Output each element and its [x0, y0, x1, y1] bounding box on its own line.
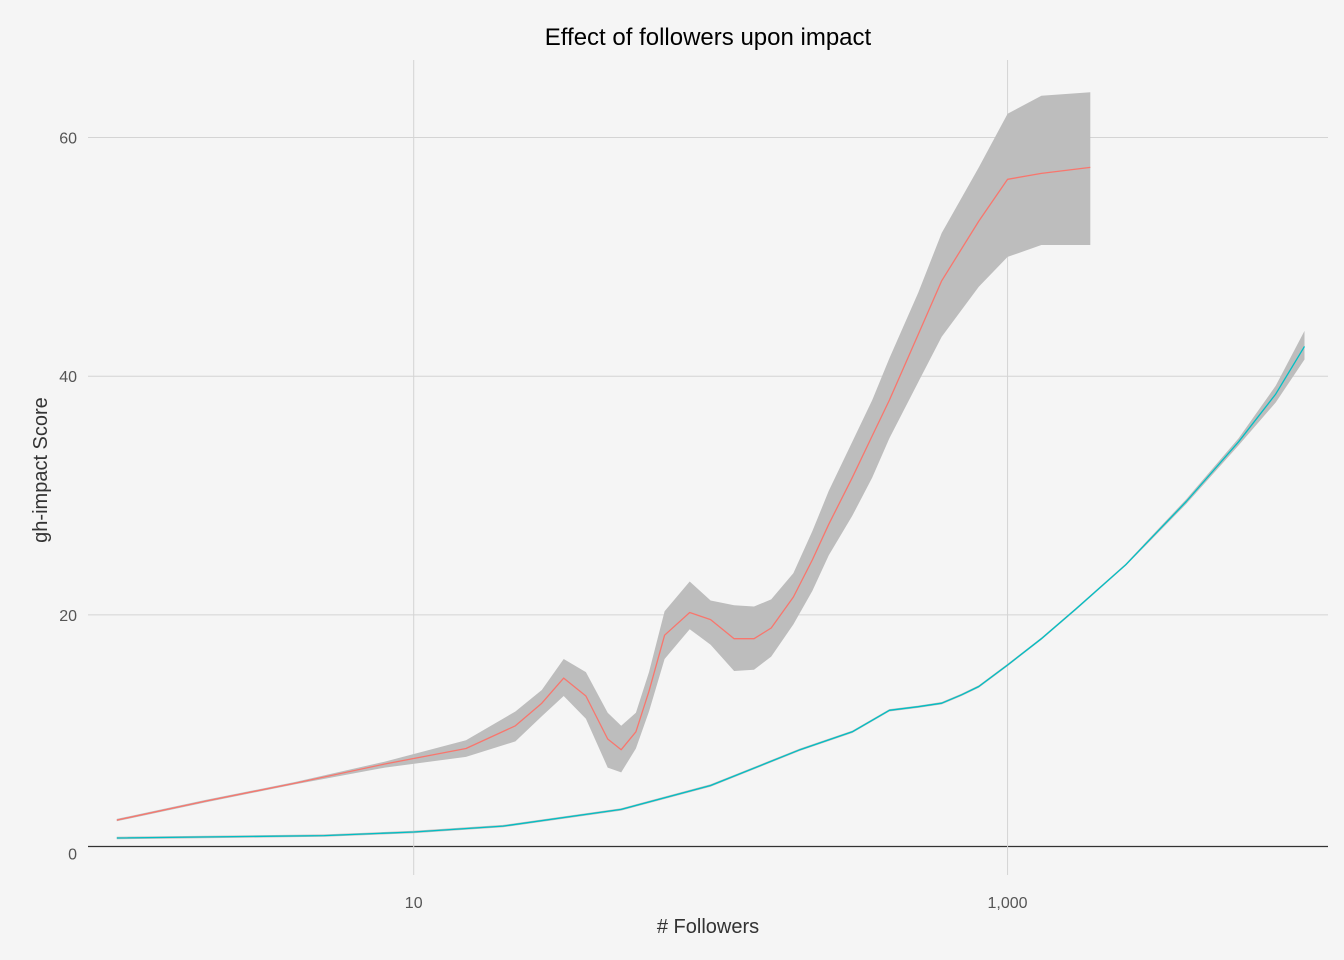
confidence-band-2 [116, 330, 1305, 840]
grid [88, 60, 1328, 875]
y-tick-label: 20 [59, 608, 77, 625]
series-lines [116, 166, 1306, 839]
chart-title: Effect of followers upon impact [545, 24, 872, 51]
y-tick-label: 60 [59, 131, 77, 148]
x-axis-title: # Followers [657, 916, 759, 938]
confidence-bands [116, 92, 1305, 840]
x-tick-label: 1,000 [988, 895, 1028, 912]
confidence-band-1 [116, 92, 1091, 822]
tick-labels: 0 20 40 60 10 1,000 [59, 131, 1027, 912]
x-tick-label: 10 [405, 895, 423, 912]
y-tick-label: 0 [68, 847, 77, 864]
series-line-2 [116, 346, 1306, 839]
series-line-1 [116, 166, 1091, 821]
y-tick-label: 40 [59, 369, 77, 386]
y-axis-title: gh-impact Score [30, 397, 52, 543]
